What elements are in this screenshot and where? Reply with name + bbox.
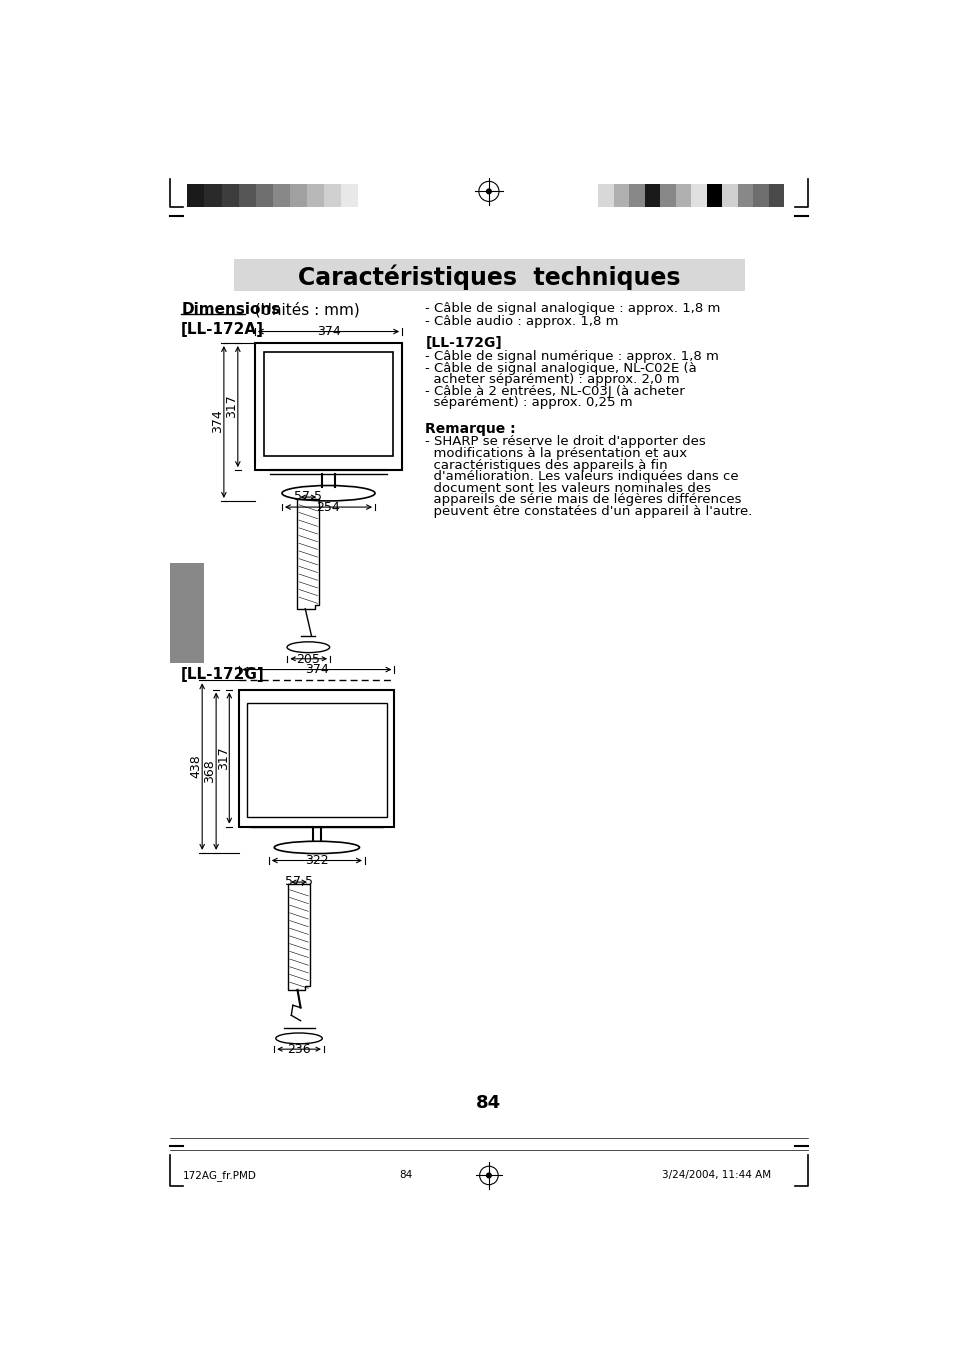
Text: d'amélioration. Les valeurs indiquées dans ce: d'amélioration. Les valeurs indiquées da… — [425, 470, 739, 484]
Circle shape — [486, 1173, 491, 1178]
Text: - Câble audio : approx. 1,8 m: - Câble audio : approx. 1,8 m — [425, 315, 618, 327]
Text: Dimensions: Dimensions — [181, 303, 280, 317]
Text: 317: 317 — [216, 746, 230, 770]
Ellipse shape — [282, 485, 375, 501]
Bar — [629, 184, 644, 207]
Ellipse shape — [275, 1034, 322, 1044]
Bar — [204, 184, 221, 207]
Text: 84: 84 — [399, 1170, 413, 1181]
Text: appareils de série mais de légères différences: appareils de série mais de légères diffé… — [425, 493, 741, 507]
Text: (Unités : mm): (Unités : mm) — [245, 303, 359, 317]
Bar — [238, 184, 255, 207]
Text: [LL-172G]: [LL-172G] — [425, 336, 501, 350]
Bar — [247, 703, 386, 816]
Text: Remarque :: Remarque : — [425, 422, 516, 435]
Text: - Câble de signal analogique : approx. 1,8 m: - Câble de signal analogique : approx. 1… — [425, 303, 720, 315]
Bar — [659, 184, 675, 207]
Text: 438: 438 — [190, 755, 202, 778]
Text: caractéristiques des appareils à fin: caractéristiques des appareils à fin — [425, 458, 667, 471]
Text: séparément) : approx. 0,25 m: séparément) : approx. 0,25 m — [425, 396, 633, 409]
Bar — [221, 184, 238, 207]
Text: - Câble à 2 entrées, NL-C03J (à acheter: - Câble à 2 entrées, NL-C03J (à acheter — [425, 385, 684, 397]
Ellipse shape — [287, 642, 330, 653]
Bar — [239, 689, 394, 827]
Text: 172AG_fr.PMD: 172AG_fr.PMD — [183, 1170, 256, 1181]
Text: peuvent être constatées d'un appareil à l'autre.: peuvent être constatées d'un appareil à … — [425, 505, 752, 517]
Text: Caractéristiques  techniques: Caractéristiques techniques — [297, 265, 679, 290]
Text: 322: 322 — [305, 854, 329, 867]
Text: 374: 374 — [305, 663, 329, 677]
Bar — [691, 184, 706, 207]
Text: [LL-172A]: [LL-172A] — [181, 323, 264, 338]
Bar — [233, 259, 744, 292]
Bar — [737, 184, 753, 207]
Bar — [768, 184, 783, 207]
Bar — [598, 184, 613, 207]
Bar — [644, 184, 659, 207]
Text: 205: 205 — [296, 653, 320, 666]
Text: acheter séparément) : approx. 2,0 m: acheter séparément) : approx. 2,0 m — [425, 373, 679, 386]
Bar — [721, 184, 737, 207]
Text: [LL-172G]: [LL-172G] — [181, 666, 265, 682]
Bar — [187, 184, 204, 207]
Text: 368: 368 — [203, 759, 216, 784]
Bar — [307, 184, 323, 207]
Ellipse shape — [274, 842, 359, 854]
Text: 254: 254 — [316, 501, 340, 513]
Text: - SHARP se réserve le droit d'apporter des: - SHARP se réserve le droit d'apporter d… — [425, 435, 705, 449]
Text: 374: 374 — [316, 326, 340, 338]
Text: 374: 374 — [211, 409, 224, 434]
Bar — [264, 353, 393, 457]
Bar — [273, 184, 290, 207]
Bar — [290, 184, 307, 207]
Text: 57,5: 57,5 — [285, 875, 313, 888]
Circle shape — [486, 189, 491, 193]
Bar — [255, 184, 273, 207]
Bar — [613, 184, 629, 207]
Bar — [340, 184, 357, 207]
Bar — [323, 184, 340, 207]
Text: 84: 84 — [476, 1094, 501, 1112]
Bar — [254, 343, 402, 470]
Bar — [170, 562, 204, 662]
Text: 317: 317 — [225, 394, 238, 417]
Text: 57,5: 57,5 — [294, 490, 322, 503]
Text: - Câble de signal analogique, NL-C02E (à: - Câble de signal analogique, NL-C02E (à — [425, 362, 697, 374]
Text: document sont les valeurs nominales des: document sont les valeurs nominales des — [425, 482, 711, 494]
Bar — [706, 184, 721, 207]
Bar — [753, 184, 768, 207]
Text: 236: 236 — [287, 1043, 311, 1056]
Text: 3/24/2004, 11:44 AM: 3/24/2004, 11:44 AM — [661, 1170, 770, 1181]
Text: modifications à la présentation et aux: modifications à la présentation et aux — [425, 447, 687, 461]
Bar — [675, 184, 691, 207]
Text: - Câble de signal numérique : approx. 1,8 m: - Câble de signal numérique : approx. 1,… — [425, 350, 719, 363]
